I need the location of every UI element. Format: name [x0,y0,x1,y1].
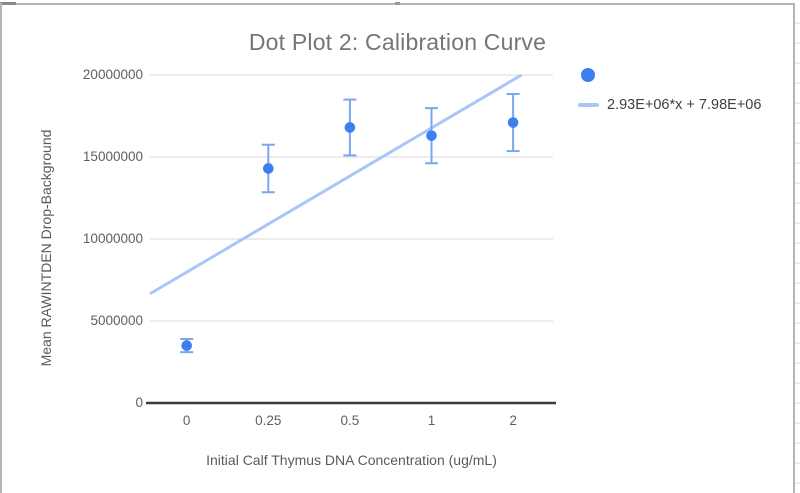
data-point [507,117,519,128]
chart-border-left [0,3,2,493]
x-tick-label: 0.5 [340,413,360,428]
legend-trendline-icon[interactable] [578,103,599,107]
data-point [263,163,274,174]
chart-title: Dot Plot 2: Calibration Curve [248,29,547,55]
x-tick-label: 1 [427,413,436,428]
y-axis-title: Mean RAWINTDEN Drop-Background [38,129,54,367]
y-tick-label: 15000000 [82,149,143,164]
trendline [149,73,523,296]
legend-series-dot-icon[interactable] [581,68,595,82]
legend-trendline-label[interactable]: 2.93E+06*x + 7.98E+06 [607,97,762,113]
x-tick-label: 0.25 [255,413,282,428]
chart-border-right [793,3,795,493]
y-tick-label: 5000000 [90,313,143,328]
y-tick-label: 0 [135,395,143,410]
spreadsheet-row-lines [795,4,800,493]
data-point [344,122,356,133]
chart-border-top-dark-notch [0,2,16,5]
x-tick-label: 2 [509,413,517,428]
data-point [181,340,192,351]
data-point [426,130,437,141]
x-axis-title: Initial Calf Thymus DNA Concentration (u… [206,452,497,468]
y-tick-label: 20000000 [82,67,143,82]
x-tick-label: 0 [182,413,191,428]
y-tick-label: 10000000 [82,231,143,246]
column-divider-notch [395,2,400,5]
